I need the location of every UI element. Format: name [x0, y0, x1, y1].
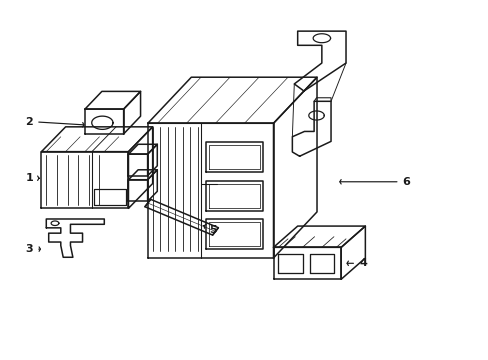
- Text: 5: 5: [203, 224, 217, 235]
- Text: 4: 4: [346, 258, 366, 268]
- Text: 2: 2: [25, 117, 84, 127]
- Text: 6: 6: [339, 177, 409, 187]
- Text: 1: 1: [25, 173, 39, 183]
- Text: 3: 3: [25, 244, 41, 254]
